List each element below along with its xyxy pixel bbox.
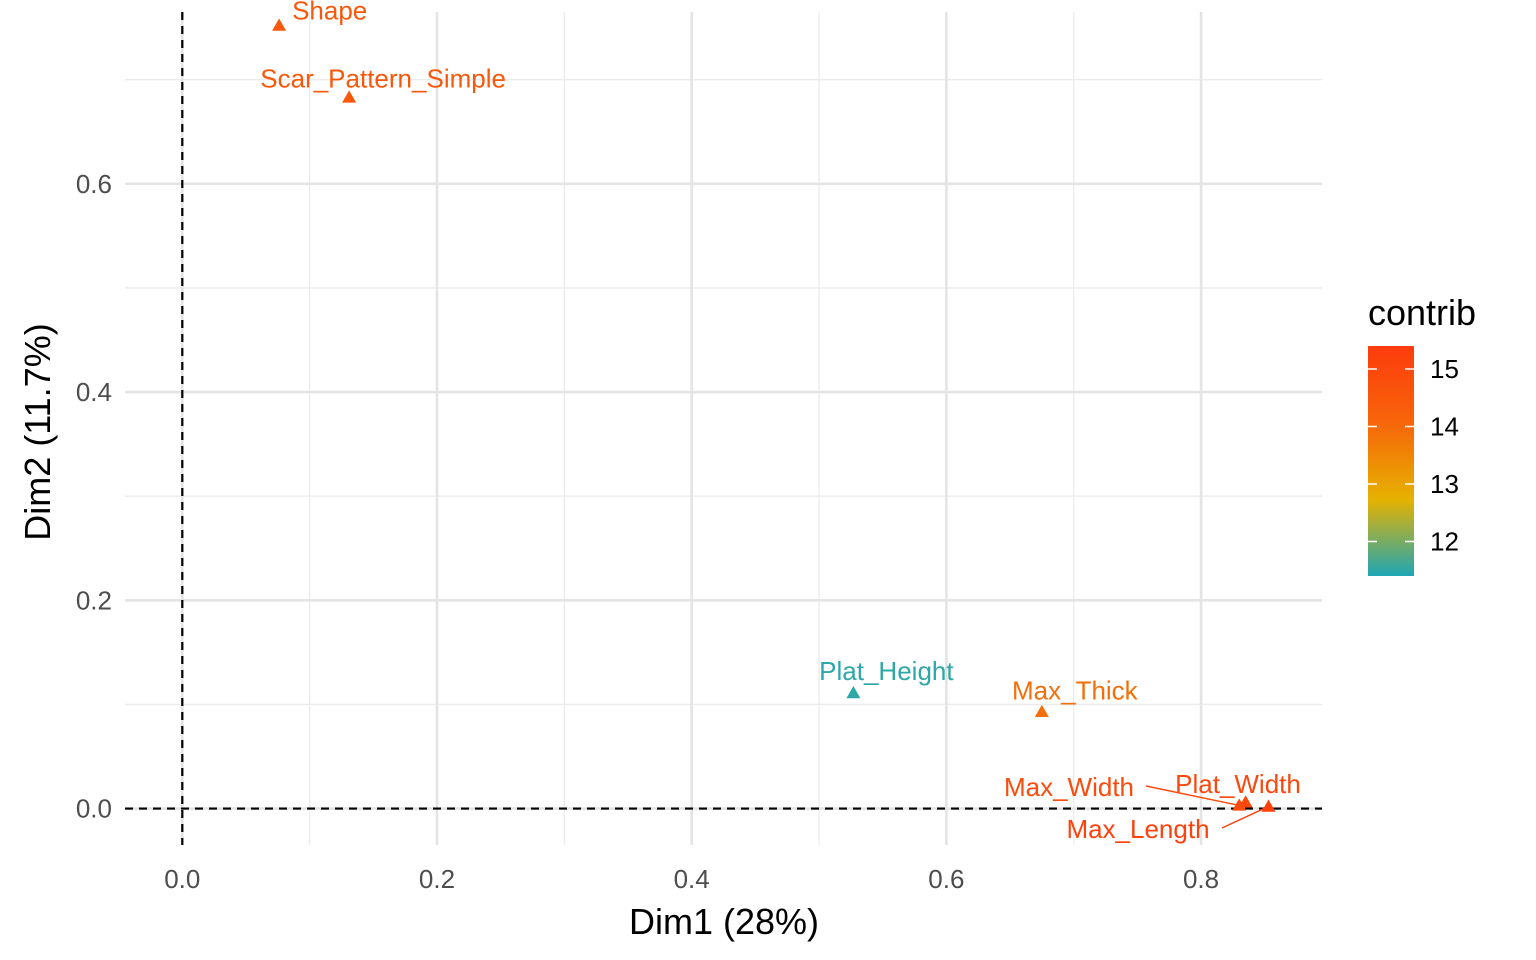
label-plat-height: Plat_Height bbox=[819, 656, 954, 686]
leader-line-max-width bbox=[1145, 785, 1240, 807]
label-scar-pattern-simple: Scar_Pattern_Simple bbox=[260, 63, 506, 93]
legend-color-bar bbox=[1368, 346, 1414, 576]
point-max-width bbox=[1232, 798, 1247, 811]
y-axis-title: Dim2 (11.7%) bbox=[17, 323, 58, 540]
point-plat-height bbox=[846, 685, 861, 699]
reference-lines bbox=[125, 12, 1322, 845]
minor-gridlines bbox=[125, 12, 1322, 845]
y-tick-label: 0.2 bbox=[76, 585, 112, 615]
label-max-length: Max_Length bbox=[1066, 814, 1209, 844]
x-tick-label: 0.8 bbox=[1183, 864, 1219, 894]
label-leader-lines bbox=[1145, 785, 1269, 829]
legend: contrib 12 13 14 15 bbox=[1368, 292, 1476, 576]
label-shape: Shape bbox=[292, 0, 367, 26]
x-tick-label: 0.0 bbox=[164, 864, 200, 894]
y-tick-label: 0.0 bbox=[76, 794, 112, 824]
data-points bbox=[272, 18, 1276, 812]
legend-tick-label: 14 bbox=[1430, 412, 1459, 442]
x-tick-label: 0.4 bbox=[674, 864, 710, 894]
x-tick-label: 0.2 bbox=[419, 864, 455, 894]
legend-tick-label: 12 bbox=[1430, 527, 1459, 557]
y-tick-label: 0.4 bbox=[76, 377, 112, 407]
legend-title: contrib bbox=[1368, 292, 1476, 333]
major-gridlines bbox=[125, 12, 1322, 845]
point-max-length bbox=[1261, 799, 1276, 812]
x-axis-title: Dim1 (28%) bbox=[629, 901, 819, 942]
legend-ticks: 12 13 14 15 bbox=[1368, 354, 1459, 557]
label-max-width: Max_Width bbox=[1004, 772, 1134, 802]
point-labels: Shape Scar_Pattern_Simple Plat_Height Max_T… bbox=[260, 0, 1301, 844]
point-scar-pattern-simple bbox=[342, 90, 357, 103]
label-plat-width: Plat_Width bbox=[1175, 769, 1301, 799]
point-plat-width bbox=[1238, 795, 1253, 808]
y-tick-label: 0.6 bbox=[76, 169, 112, 199]
point-shape bbox=[272, 18, 287, 31]
y-axis-tick-labels: 0.0 0.2 0.4 0.6 bbox=[76, 169, 112, 824]
x-axis-tick-labels: 0.0 0.2 0.4 0.6 0.8 bbox=[164, 864, 1219, 894]
label-max-thick: Max_Thick bbox=[1012, 676, 1139, 706]
leader-line-max-length bbox=[1221, 805, 1269, 829]
point-max-thick bbox=[1034, 704, 1049, 717]
legend-tick-label: 15 bbox=[1430, 354, 1459, 384]
x-tick-label: 0.6 bbox=[928, 864, 964, 894]
legend-tick-label: 13 bbox=[1430, 469, 1459, 499]
